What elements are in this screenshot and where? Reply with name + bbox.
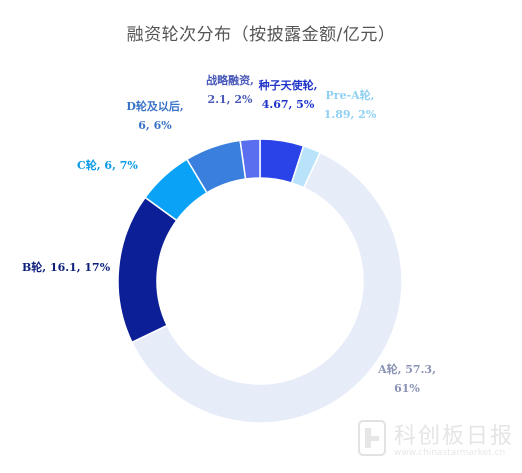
watermark-name: 科创板日报 xyxy=(394,424,515,449)
slice-label-6-line-0: 战略融资, xyxy=(206,73,254,87)
slice-label-1-line-1: 1.89, 2% xyxy=(324,108,377,121)
chart-title: 融资轮次分布（按披露金额/亿元） xyxy=(126,25,396,45)
slice-label-5-line-0: D轮及以后, xyxy=(126,99,183,113)
slice-label-6-line-1: 2.1, 2% xyxy=(208,93,253,106)
donut-slice-2 xyxy=(130,151,403,424)
slice-label-4: C轮, 6, 7% xyxy=(77,158,138,172)
slice-label-3: B轮, 16.1, 17% xyxy=(22,260,111,274)
donut-slice-6 xyxy=(239,138,261,180)
slice-label-2-line-0: A轮, 57.3, xyxy=(377,362,436,376)
slice-label-1: Pre-A轮, 1.89, 2% xyxy=(324,88,377,121)
slice-label-6: 战略融资, 2.1, 2% xyxy=(206,73,254,106)
slice-label-0: 种子天使轮, 4.67, 5% xyxy=(258,78,318,111)
slice-label-0-line-1: 4.67, 5% xyxy=(262,98,315,111)
slice-label-1-line-0: Pre-A轮, xyxy=(326,88,375,102)
slice-label-3-line-0: B轮, 16.1, 17% xyxy=(22,260,111,274)
slice-label-5-line-1: 6, 6% xyxy=(138,119,172,132)
slice-label-2: A轮, 57.3, 61% xyxy=(377,362,436,395)
slice-label-4-line-0: C轮, 6, 7% xyxy=(77,158,138,172)
slice-label-2-line-1: 61% xyxy=(394,382,420,395)
watermark-logo-icon xyxy=(358,420,386,456)
slice-label-0-line-0: 种子天使轮, xyxy=(258,78,318,92)
watermark-url: www.chinastarmarket.cn xyxy=(394,448,506,458)
donut-slice-3 xyxy=(117,196,178,344)
slice-label-5: D轮及以后, 6, 6% xyxy=(126,99,183,132)
